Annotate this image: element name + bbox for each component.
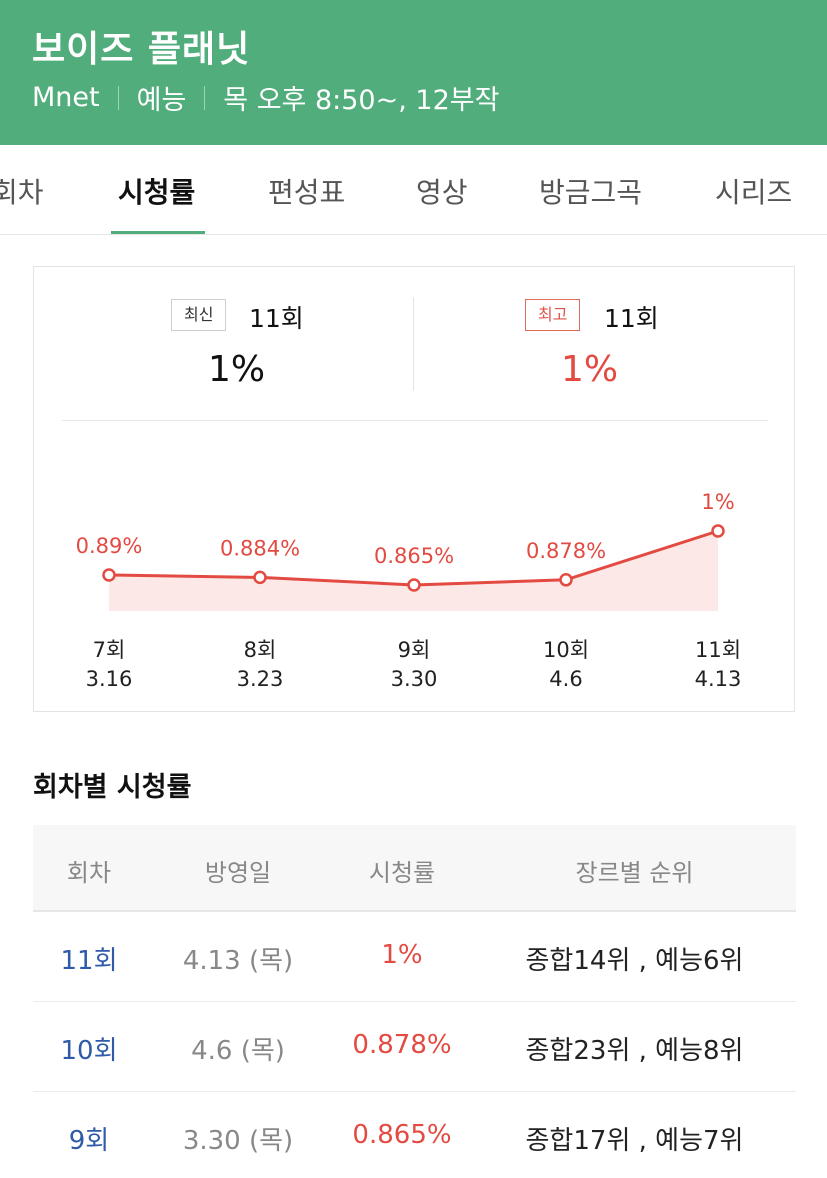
chart-date-label: 3.30 [391, 667, 438, 691]
chart-date-label: 4.6 [549, 667, 582, 691]
tab-videos[interactable]: 영상 [416, 176, 468, 209]
row-rank: 종합23위 , 예능8위 [525, 1036, 744, 1066]
row-date: 4.6 (목) [191, 1036, 285, 1066]
chart-date-label: 3.16 [86, 667, 133, 691]
chart-category-label: 10회 [543, 638, 589, 662]
table-header: 회차 방영일 시청률 장르별 순위 [33, 825, 796, 912]
row-rating: 1% [381, 940, 423, 970]
row-rating: 0.878% [352, 1030, 452, 1060]
chart-point [102, 568, 116, 582]
program-meta: Mnet 예능 목 오후 8:50~, 12부작 [32, 78, 499, 117]
card-divider [62, 420, 768, 421]
chart-date-label: 4.13 [695, 667, 742, 691]
tab-episodes[interactable]: 회차 [0, 176, 44, 209]
row-rank: 종합17위 , 예능7위 [525, 1126, 744, 1156]
summary-divider [413, 297, 414, 391]
header-rank: 장르별 순위 [575, 859, 694, 887]
row-date: 4.13 (목) [182, 946, 294, 976]
tab-schedule[interactable]: 편성표 [268, 176, 346, 209]
header-date: 방영일 [204, 859, 272, 887]
row-episode-link[interactable]: 10회 [60, 1036, 118, 1066]
program-title: 보이즈 플래닛 [32, 29, 251, 70]
row-episode-link[interactable]: 9회 [68, 1126, 110, 1156]
program-header: 보이즈 플래닛 Mnet 예능 목 오후 8:50~, 12부작 [0, 0, 827, 145]
best-summary: 최고 11회 1% [415, 267, 795, 407]
row-episode-link[interactable]: 11회 [60, 946, 118, 976]
chart-date-label: 3.23 [237, 667, 284, 691]
rating-card: 최신 11회 1% 최고 11회 1% 0.89% 7회 3.16 0.884% 8회 3… [33, 266, 795, 712]
chart-point [711, 524, 725, 538]
chart-data-label: 0.89% [76, 534, 143, 558]
latest-summary: 최신 11회 1% [34, 267, 414, 407]
meta-divider [204, 85, 206, 110]
tab-music[interactable]: 방금그곡 [539, 176, 643, 209]
chart-data-label: 0.878% [526, 539, 606, 563]
meta-divider [117, 85, 119, 110]
schedule-label: 목 오후 8:50~, 12부작 [223, 85, 500, 116]
tab-bar: 회차 시청률 편성표 영상 방금그곡 시리즈 [0, 145, 827, 235]
ratings-table: 회차 방영일 시청률 장르별 순위 11회 4.13 (목) 1% 종합14위 … [33, 825, 796, 1178]
table-row: 9회 3.30 (목) 0.865% 종합17위 , 예능7위 [33, 1092, 796, 1178]
chart-category-label: 11회 [695, 638, 741, 662]
row-rating: 0.865% [352, 1120, 452, 1150]
best-rating: 1% [561, 349, 619, 390]
latest-badge: 최신 [171, 299, 227, 331]
table-row: 11회 4.13 (목) 1% 종합14위 , 예능6위 [33, 912, 796, 1002]
best-badge: 최고 [525, 299, 581, 331]
tab-series[interactable]: 시리즈 [715, 176, 793, 209]
best-episode: 11회 [604, 304, 659, 333]
rating-chart: 0.89% 7회 3.16 0.884% 8회 3.23 0.865% 9회 3.30 0.878… [76, 490, 742, 691]
channel-label[interactable]: Mnet [32, 82, 100, 113]
row-date: 3.30 (목) [182, 1126, 294, 1156]
chart-category-label: 7회 [93, 638, 126, 662]
chart-data-label: 0.884% [220, 536, 300, 560]
tab-ratings[interactable]: 시청률 [118, 176, 196, 209]
chart-point [253, 570, 267, 585]
row-rank: 종합14위 , 예능6위 [525, 946, 744, 976]
table-row: 10회 4.6 (목) 0.878% 종합23위 , 예능8위 [33, 1002, 796, 1092]
chart-point [407, 578, 421, 592]
active-tab-indicator [111, 231, 205, 234]
header-rating: 시청률 [368, 859, 436, 887]
genre-label: 예능 [136, 85, 187, 116]
chart-category-label: 9회 [398, 638, 431, 662]
chart-data-label: 1% [701, 490, 734, 514]
latest-rating: 1% [208, 349, 266, 390]
section-title: 회차별 시청률 [33, 772, 192, 803]
chart-area [109, 531, 718, 611]
chart-category-label: 8회 [244, 638, 277, 662]
chart-data-label: 0.865% [374, 544, 454, 568]
chart-point [559, 573, 573, 587]
header-episode: 회차 [66, 859, 112, 887]
latest-episode: 11회 [249, 304, 304, 333]
